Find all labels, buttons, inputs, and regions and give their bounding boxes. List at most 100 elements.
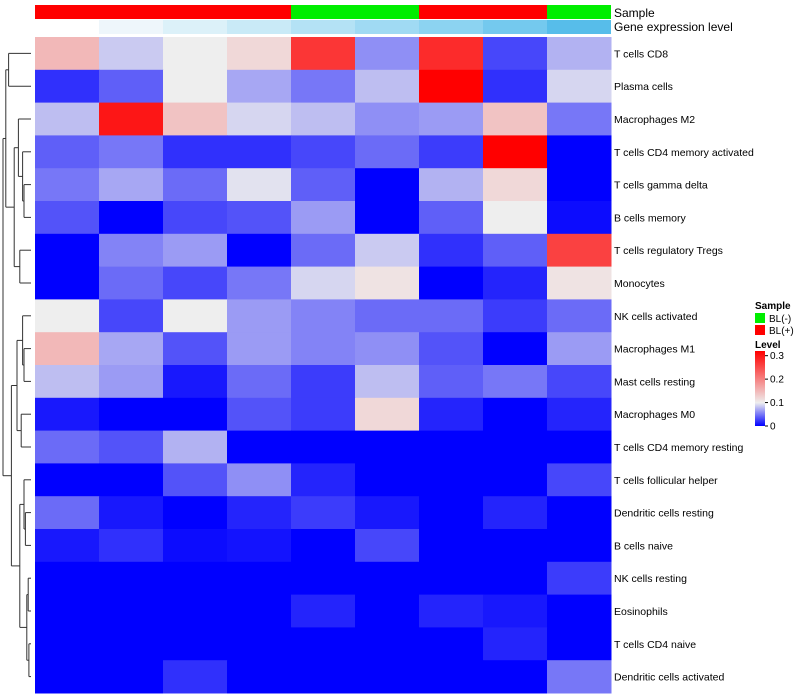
heatmap-cell (99, 430, 164, 464)
heatmap-cell (291, 201, 356, 235)
heatmap-cell (35, 332, 100, 366)
heatmap-cell (419, 365, 484, 399)
legend-label-bl-neg: BL(-) (769, 314, 791, 325)
legend-tick-label: 0 (770, 422, 776, 433)
heatmap-cell (291, 430, 356, 464)
heatmap-cell (355, 430, 420, 464)
heatmap-cell (163, 233, 228, 268)
heatmap-cell (227, 233, 292, 268)
sample-annotation-cell (35, 5, 99, 19)
heatmap-cell (355, 561, 420, 596)
row-label: T cells CD4 naive (614, 639, 696, 651)
heatmap-cell (227, 266, 292, 300)
heatmap-cell (227, 430, 292, 464)
gene-level-annotation-cell (355, 20, 419, 34)
heatmap-cell (291, 168, 356, 202)
heatmap-cell (355, 660, 420, 694)
sample-annotation-label: Sample (614, 6, 655, 20)
heatmap-cell (483, 201, 548, 235)
heatmap-cell (99, 496, 164, 530)
heatmap-cell (419, 332, 484, 366)
gene-expression-annotation-label: Gene expression level (614, 20, 733, 34)
gene-level-annotation-cell (163, 20, 227, 34)
heatmap-cell (99, 135, 164, 169)
heatmap-cell (227, 102, 292, 136)
row-label: NK cells activated (614, 311, 698, 323)
heatmap-cell (35, 37, 100, 71)
legend-sample-title: Sample (755, 301, 791, 312)
legend-level-ticks: 0.3 0.2 0.1 0 (765, 351, 784, 433)
heatmap-cell (355, 332, 420, 366)
heatmap-cell (35, 496, 100, 530)
sample-annotation-cell (355, 5, 419, 19)
row-label: T cells gamma delta (614, 180, 708, 192)
heatmap-cell (291, 37, 356, 71)
row-label: T cells CD4 memory activated (614, 147, 754, 159)
row-label: Eosinophils (614, 606, 668, 618)
heatmap-cell (483, 660, 548, 694)
heatmap-cell (35, 69, 100, 104)
heatmap-cell (547, 627, 612, 661)
heatmap-cell (35, 627, 100, 661)
row-label: Plasma cells (614, 81, 673, 93)
legend-label-bl-pos: BL(+) (769, 326, 794, 337)
heatmap-cell (163, 594, 228, 628)
heatmap-cell (355, 529, 420, 563)
heatmap-cell (483, 69, 548, 104)
heatmap-cell (483, 135, 548, 169)
row-label: B cells naive (614, 540, 673, 552)
heatmap-cell (99, 660, 164, 694)
legend-level-title: Level (755, 340, 781, 351)
heatmap-cell (355, 102, 420, 136)
heatmap-cell (419, 561, 484, 596)
heatmap-cell (419, 168, 484, 202)
sample-annotation-cell (99, 5, 163, 19)
heatmap-cell (547, 594, 612, 628)
heatmap-cell (99, 561, 164, 596)
heatmap-cell (355, 69, 420, 104)
heatmap-cell (547, 332, 612, 366)
heatmap-cell (355, 201, 420, 235)
sample-annotation-cell (483, 5, 547, 19)
heatmap-cell (291, 463, 356, 497)
heatmap-cell (419, 37, 484, 71)
heatmap-cell (163, 463, 228, 497)
heatmap-cell (547, 660, 612, 694)
heatmap-cell (227, 397, 292, 432)
gene-level-annotation-cell (483, 20, 547, 34)
heatmap-cell (291, 266, 356, 300)
heatmap-cell (355, 397, 420, 432)
heatmap-cell (355, 233, 420, 268)
heatmap-cell (355, 168, 420, 202)
heatmap-cell (163, 299, 228, 333)
legend-color-bar (755, 351, 765, 426)
heatmap-cell (419, 69, 484, 104)
heatmap-cell (163, 365, 228, 399)
heatmap-cell (99, 168, 164, 202)
heatmap-cell (99, 102, 164, 136)
heatmap-cell (227, 168, 292, 202)
heatmap-cell (163, 496, 228, 530)
heatmap-cell (419, 594, 484, 628)
heatmap-cell (99, 529, 164, 563)
heatmap-cell (291, 135, 356, 169)
heatmap-cell (355, 37, 420, 71)
heatmap-cell (35, 397, 100, 432)
heatmap-cell (163, 201, 228, 235)
heatmap-cell (483, 102, 548, 136)
heatmap-cell (547, 430, 612, 464)
heatmap-cell (547, 135, 612, 169)
heatmap-cell (163, 397, 228, 432)
heatmap-cell (227, 496, 292, 530)
row-label: Macrophages M0 (614, 409, 695, 421)
heatmap-cell (291, 397, 356, 432)
heatmap-cell (547, 233, 612, 268)
gene-level-annotation-cell (99, 20, 163, 34)
heatmap-cell (547, 496, 612, 530)
heatmap-cell (99, 594, 164, 628)
heatmap-cell (227, 463, 292, 497)
heatmap-cell (35, 233, 100, 268)
heatmap-cell (227, 332, 292, 366)
heatmap-cells (35, 37, 612, 694)
